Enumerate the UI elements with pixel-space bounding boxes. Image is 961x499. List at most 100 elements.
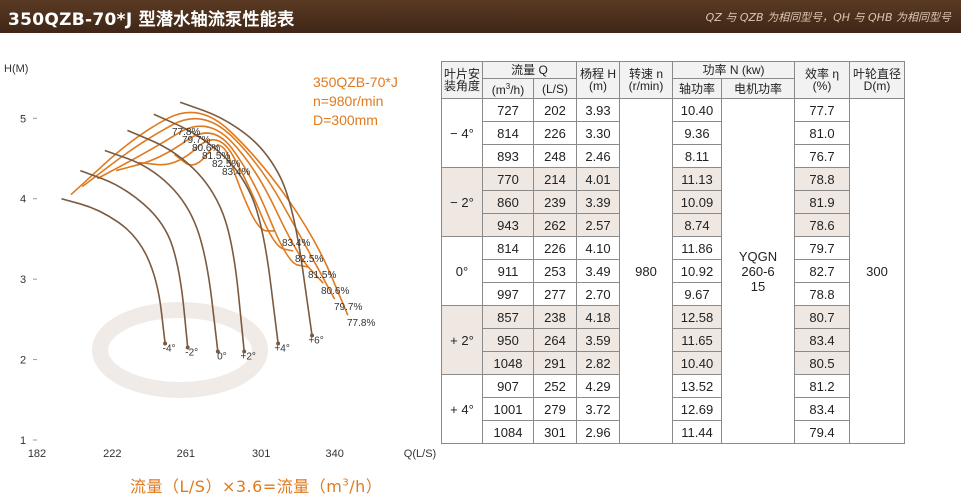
flow-m3h-cell: 1001	[482, 397, 534, 421]
table-row: − 2° 770 214 4.01 11.13 78.8	[441, 167, 905, 237]
efficiency-label-right: 80.6%	[321, 286, 349, 297]
flow-m3h-cell: 943	[482, 213, 534, 237]
page-subtitle: QZ 与 QZB 为相同型号，QH 与 QHB 为相同型号	[705, 11, 951, 24]
efficiency-contour	[96, 125, 324, 284]
x-axis-label: Q(L/S)	[404, 448, 436, 460]
efficiency-cell: 79.4	[794, 420, 850, 444]
flow-m3h-cell: 727	[482, 98, 534, 122]
y-tick-label: 3	[20, 274, 26, 286]
efficiency-cell: 77.7	[794, 98, 850, 122]
efficiency-label-top: 83.4%	[222, 167, 250, 178]
shaft-power-cell: 11.13	[672, 167, 722, 191]
shaft-power-cell: 8.74	[672, 213, 722, 237]
header-bar: 350QZB-70*J 型潜水轴流泵性能表 QZ 与 QZB 为相同型号，QH …	[0, 0, 961, 33]
head-cell: 2.57	[576, 213, 620, 237]
performance-table: 叶片安装角度 流量 Q 杨程 H (m) 转速 n (r/min) 功率 N (…	[441, 61, 905, 444]
header-diameter: 叶轮直径 D(m)	[849, 61, 905, 99]
efficiency-label-right: 83.4%	[282, 238, 310, 249]
head-curve	[61, 197, 166, 344]
table-row: − 4° 727 202 3.93 980 10.40 YQGN 260-6 15 77.7 300	[441, 98, 905, 444]
efficiency-label-top: 77.8%	[172, 127, 200, 138]
head-curve	[179, 101, 313, 336]
efficiency-label-right: 82.5%	[295, 254, 323, 265]
table-row: 997 277 2.70 9.67 78.8	[442, 282, 905, 306]
curve-end-marker	[163, 341, 168, 346]
efficiency-cell: 82.7	[794, 259, 850, 283]
table-row: + 2° 857 238 4.18 12.58 80.7	[441, 305, 905, 375]
efficiency-contour	[138, 139, 294, 252]
head-cell: 2.46	[576, 144, 620, 168]
page-title: 350QZB-70*J 型潜水轴流泵性能表	[8, 10, 295, 30]
head-cell: 4.10	[576, 236, 620, 260]
blade-angle-label: +4°	[274, 343, 289, 354]
y-tick-label: 1	[20, 435, 26, 447]
shaft-power-cell: 9.67	[672, 282, 722, 306]
efficiency-cell: 79.7	[794, 236, 850, 260]
x-tick-label: 340	[325, 448, 343, 460]
curve-end-marker	[310, 333, 315, 338]
head-curve	[127, 129, 246, 352]
blade-angle-label: +6°	[308, 335, 323, 346]
conversion-formula: 流量（L/S）×3.6=流量（m3/h）	[130, 473, 382, 497]
x-tick-label: 182	[28, 448, 46, 460]
diameter-cell: 300	[849, 98, 905, 444]
head-cell: 4.01	[576, 167, 620, 191]
flow-ls-cell: 202	[533, 98, 577, 122]
y-axis-label: H(M)	[4, 63, 28, 75]
shaft-power-cell: 12.58	[672, 305, 722, 329]
table-row: + 4° 907 252 4.29 13.52 81.2	[441, 374, 905, 444]
angle-cell: 0°	[441, 236, 483, 306]
flow-ls-cell: 226	[533, 121, 577, 145]
flow-ls-cell: 262	[533, 213, 577, 237]
head-cell: 3.72	[576, 397, 620, 421]
blade-angle-label: -2°	[185, 348, 198, 359]
table-row: 1084 301 2.96 11.44 79.4	[442, 420, 905, 444]
y-tick-label: 5	[20, 113, 26, 125]
table-row: 1048 291 2.82 10.40 80.5	[442, 351, 905, 375]
head-cell: 3.59	[576, 328, 620, 352]
watermark-logo	[92, 302, 268, 398]
efficiency-cell: 81.2	[794, 374, 850, 398]
flow-m3h-cell: 860	[482, 190, 534, 214]
efficiency-cell: 81.9	[794, 190, 850, 214]
x-tick-label: 222	[103, 448, 121, 460]
efficiency-cell: 76.7	[794, 144, 850, 168]
table-row: 950 264 3.59 11.65 83.4	[442, 328, 905, 352]
blade-angle-label: +2°	[241, 352, 256, 363]
flow-ls-cell: 291	[533, 351, 577, 375]
shaft-power-cell: 13.52	[672, 374, 722, 398]
header-angle: 叶片安装角度	[441, 61, 483, 99]
efficiency-label-top: 79.7%	[182, 135, 210, 146]
shaft-power-cell: 10.92	[672, 259, 722, 283]
flow-ls-cell: 279	[533, 397, 577, 421]
flow-ls-cell: 239	[533, 190, 577, 214]
flow-ls-cell: 277	[533, 282, 577, 306]
efficiency-contour	[70, 111, 349, 316]
head-curve	[80, 169, 189, 348]
header-flow: 流量 Q	[482, 61, 577, 79]
efficiency-cell: 83.4	[794, 328, 850, 352]
table-row: 860 239 3.39 10.09 81.9	[442, 190, 905, 214]
blade-angle-label: 0°	[217, 352, 227, 363]
motor-power-line: 15	[750, 278, 766, 294]
table-body: − 4° 727 202 3.93 980 10.40 YQGN 260-6 15 77.7 300…	[441, 98, 905, 444]
efficiency-label-top: 81.5%	[202, 151, 230, 162]
efficiency-cell: 78.8	[794, 167, 850, 191]
table-row: 911 253 3.49 10.92 82.7	[442, 259, 905, 283]
head-cell: 2.70	[576, 282, 620, 306]
chart-title-line: D=300mm	[313, 112, 378, 128]
head-curve	[104, 149, 219, 352]
efficiency-label-right: 79.7%	[334, 302, 362, 313]
flow-m3h-cell: 857	[482, 305, 534, 329]
formula-lead: 流量（L/S）×3.6=流量（m	[130, 477, 343, 496]
head-curve	[153, 113, 279, 344]
head-cell: 3.30	[576, 121, 620, 145]
header-efficiency: 效率 η (%)	[794, 61, 850, 99]
table-row: 943 262 2.57 8.74 78.6	[442, 213, 905, 237]
flow-ls-cell: 252	[533, 374, 577, 398]
table-row: 814 226 3.30 9.36 81.0	[442, 121, 905, 145]
head-cell: 3.49	[576, 259, 620, 283]
formula-sup: 3	[342, 477, 350, 489]
shaft-power-cell: 10.40	[672, 98, 722, 122]
efficiency-cell: 83.4	[794, 397, 850, 421]
